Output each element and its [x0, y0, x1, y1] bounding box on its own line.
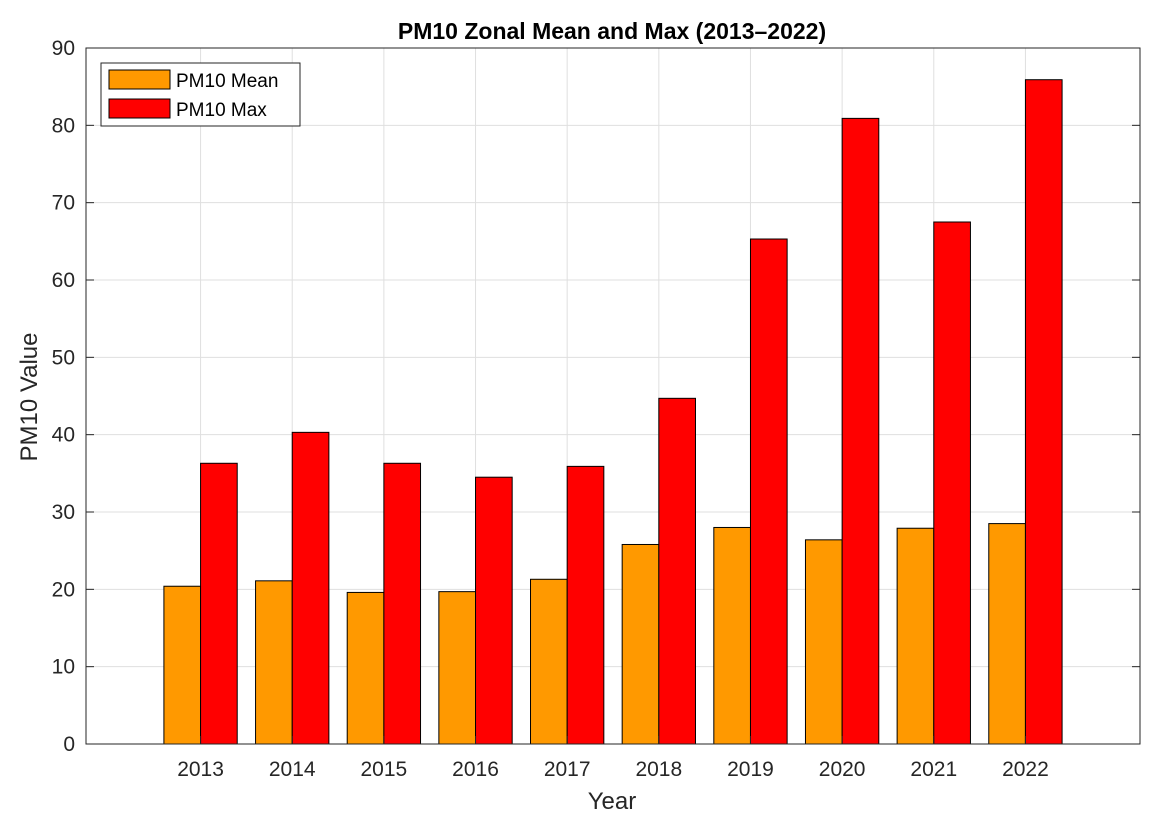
x-tick-labels: 2013 2014 2015 2016 2017 2018 2019 2020 2021 2022: [177, 758, 1049, 781]
x-tick-label: 2016: [452, 758, 499, 781]
y-tick-label: 80: [52, 114, 75, 137]
bar-pm10-mean-2014: [255, 580, 293, 745]
y-tick-labels: 0 10 20 30 40 50 60 70 80 90: [52, 37, 75, 756]
x-tick-label: 2020: [819, 758, 866, 781]
bar-pm10-max-2016: [475, 476, 513, 745]
y-tick-label: 10: [52, 656, 75, 679]
x-tick-label: 2019: [727, 758, 774, 781]
chart-title: PM10 Zonal Mean and Max (2013–2022): [398, 18, 826, 44]
x-tick-label: 2015: [361, 758, 408, 781]
bar-pm10-max-2020: [841, 117, 880, 745]
x-tick-label: 2013: [177, 758, 224, 781]
bar-pm10-max-2014: [291, 431, 330, 745]
bars: [163, 79, 1063, 745]
legend-swatch-pm10-max: [108, 98, 171, 119]
bar-pm10-mean-2018: [621, 543, 660, 745]
bar-pm10-mean-2015: [346, 591, 385, 745]
x-tick-label: 2017: [544, 758, 591, 781]
bar-pm10-mean-2022: [988, 523, 1026, 745]
x-tick-label: 2022: [1002, 758, 1049, 781]
x-tick-label: 2018: [635, 758, 682, 781]
y-axis-label: PM10 Value: [16, 333, 43, 462]
bar-pm10-max-2022: [1024, 79, 1063, 745]
y-tick-label: 50: [52, 346, 75, 369]
legend: PM10 Mean PM10 Max: [100, 62, 301, 127]
y-tick-label: 30: [52, 501, 75, 524]
bar-pm10-mean-2021: [896, 527, 935, 745]
legend-swatch-pm10-mean: [108, 69, 171, 90]
x-tick-label: 2021: [910, 758, 957, 781]
legend-label-pm10-max: PM10 Max: [176, 100, 267, 121]
x-tick-label: 2014: [269, 758, 316, 781]
bar-pm10-mean-2020: [804, 539, 843, 745]
y-tick-label: 40: [52, 424, 75, 447]
plot-frame: [85, 47, 1141, 745]
bar-pm10-mean-2013: [163, 585, 202, 745]
bar-pm10-max-2018: [658, 397, 696, 745]
y-tick-label: 70: [52, 192, 75, 215]
bar-pm10-mean-2019: [713, 526, 751, 745]
bar-pm10-mean-2017: [530, 578, 568, 745]
axes: [85, 47, 1141, 745]
bar-pm10-mean-2016: [438, 591, 477, 745]
x-axis-label: Year: [588, 788, 637, 815]
bar-pm10-max-2013: [200, 462, 238, 745]
bar-pm10-max-2015: [383, 462, 422, 745]
y-tick-label: 60: [52, 269, 75, 292]
y-tick-label: 20: [52, 578, 75, 601]
y-tick-label: 0: [63, 733, 75, 756]
y-tick-label: 90: [52, 37, 75, 60]
bar-pm10-max-2019: [749, 238, 788, 745]
legend-label-pm10-mean: PM10 Mean: [176, 71, 278, 92]
bar-pm10-max-2017: [566, 465, 605, 745]
bar-pm10-max-2021: [933, 221, 971, 745]
